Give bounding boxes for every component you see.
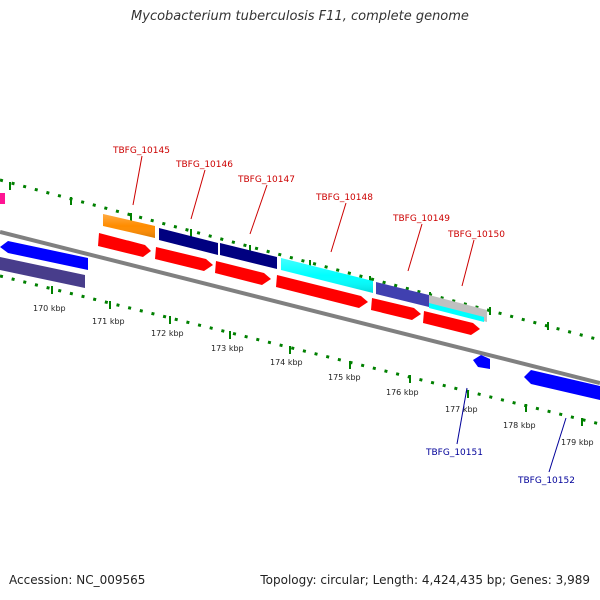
kbp-label: 178 kbp xyxy=(503,421,536,430)
cds-reverse-arrow[interactable] xyxy=(0,241,88,270)
kbp-label: 172 kbp xyxy=(151,329,184,338)
kbp-label: 175 kbp xyxy=(328,373,361,382)
kbp-label: 170 kbp xyxy=(33,304,66,313)
cds-forward-arrow[interactable] xyxy=(155,247,213,271)
gene-label[interactable]: TBFG_10150 xyxy=(447,230,505,240)
gene-bar-TBFG_10150-inner xyxy=(429,303,484,322)
gene-label[interactable]: TBFG_10152 xyxy=(517,476,575,486)
gene-label[interactable]: TBFG_10148 xyxy=(315,193,373,203)
cds-forward-arrow[interactable] xyxy=(276,275,368,308)
cds-forward-arrow[interactable] xyxy=(215,261,271,285)
gene-labels-lower: TBFG_10151 TBFG_10152 xyxy=(425,387,575,486)
cds-forward-arrow[interactable] xyxy=(98,233,151,257)
kbp-label: 179 kbp xyxy=(561,438,594,447)
genome-summary-text: Topology: circular; Length: 4,424,435 bp… xyxy=(260,573,590,587)
cds-reverse-arrow[interactable] xyxy=(473,355,490,369)
cds-reverse-arrow[interactable] xyxy=(0,257,85,288)
gene-bar-TBFG_10147[interactable] xyxy=(220,243,277,269)
cds-reverse-row xyxy=(0,241,600,400)
cds-forward-row xyxy=(98,233,480,335)
kbp-label: 173 kbp xyxy=(211,344,244,353)
cds-reverse-arrow[interactable] xyxy=(524,370,600,400)
gene-label[interactable]: TBFG_10145 xyxy=(112,146,170,156)
cds-forward-arrow[interactable] xyxy=(423,311,480,335)
kbp-label: 174 kbp xyxy=(270,358,303,367)
cds-forward-arrow[interactable] xyxy=(371,298,421,320)
gene-label[interactable]: TBFG_10151 xyxy=(425,448,483,458)
accession-text: Accession: NC_009565 xyxy=(9,573,146,587)
gene-bar-TBFG_10149[interactable] xyxy=(376,282,429,307)
gene-labels-upper: TBFG_10145 TBFG_10146 TBFG_10147 TBFG_10… xyxy=(112,146,505,287)
kbp-labels: 170 kbp 171 kbp 172 kbp 173 kbp 174 kbp … xyxy=(33,304,594,447)
outer-tick-ring xyxy=(0,178,600,342)
map-title: Mycobacterium tuberculosis F11, complete… xyxy=(131,9,469,24)
gene-label[interactable]: TBFG_10147 xyxy=(237,175,295,185)
kbp-label: 171 kbp xyxy=(92,317,125,326)
genome-backbone xyxy=(0,230,600,385)
gene-label[interactable]: TBFG_10149 xyxy=(392,214,450,224)
gene-bar-TBFG_10146[interactable] xyxy=(159,228,218,255)
gene-fragment-left xyxy=(0,193,5,204)
inner-tick-marks xyxy=(51,286,583,426)
gene-label[interactable]: TBFG_10146 xyxy=(175,160,233,170)
kbp-label: 176 kbp xyxy=(386,388,419,397)
inner-tick-ring xyxy=(0,274,600,426)
kbp-label: 177 kbp xyxy=(445,405,478,414)
